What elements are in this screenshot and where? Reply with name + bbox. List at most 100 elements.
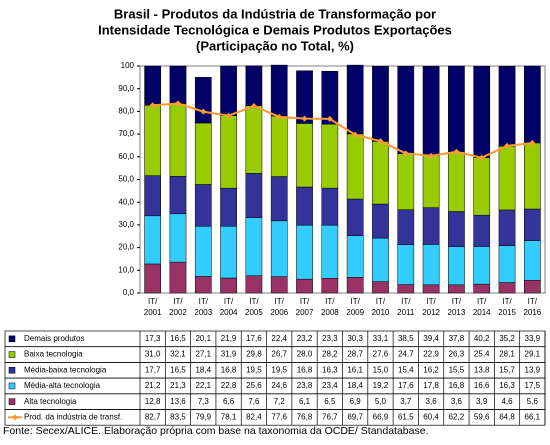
table-cell: 21,3	[170, 381, 186, 390]
bar-segment	[245, 217, 263, 276]
bar-segment	[523, 280, 541, 294]
bar-segment	[194, 184, 212, 227]
bar-segment	[346, 64, 364, 135]
table-cell: 83,5	[170, 412, 186, 421]
table-cell: 15,7	[499, 365, 515, 374]
bar-segment	[422, 65, 440, 156]
bar-segment	[144, 215, 162, 265]
bar-segment	[144, 105, 162, 176]
table-cell: 5,6	[527, 397, 539, 406]
table-cell: 7,3	[198, 397, 210, 406]
table-cell: 3,6	[451, 397, 463, 406]
table-cell: 22,8	[221, 381, 237, 390]
line-marker	[402, 150, 409, 157]
table-cell: 27,1	[195, 350, 211, 359]
bar-segment	[296, 123, 313, 188]
bar-segment	[397, 244, 415, 285]
bar-segment	[220, 226, 237, 279]
x-tick-label: IT/2003	[194, 297, 212, 317]
table-cell: 3,7	[400, 397, 412, 406]
table-cell: 20,1	[195, 334, 211, 343]
table-cell: 40,2	[474, 334, 490, 343]
x-tick-label: IT/2008	[321, 297, 339, 317]
line-marker	[326, 115, 333, 122]
table-cell: 69,7	[347, 412, 363, 421]
table-cell: 3,6	[426, 397, 438, 406]
bar-segment	[498, 65, 516, 147]
line-marker	[377, 138, 384, 145]
table-cell: 17,5	[525, 381, 541, 390]
bar-segment	[397, 65, 415, 154]
table-cell: 29,1	[525, 350, 541, 359]
chart-title: (Participação no Total, %)	[196, 38, 354, 53]
table-cell: 7,6	[248, 397, 260, 406]
table-cell: 16,3	[499, 381, 515, 390]
bar-segment	[523, 142, 541, 210]
footnote: Fonte: Secex/ALICE. Elaboração própria c…	[3, 425, 429, 437]
bar-segment	[245, 275, 263, 294]
bar-segment	[169, 261, 187, 294]
table-cell: 28,1	[499, 350, 515, 359]
y-tick-label: 60,0	[118, 152, 134, 161]
table-cell: 13,6	[170, 397, 186, 406]
line-marker	[225, 112, 232, 119]
bar-segment	[498, 145, 516, 211]
x-tick-label: IT/2014	[473, 297, 491, 317]
line-marker	[504, 142, 511, 149]
table-cell: 18,4	[195, 365, 211, 374]
x-tick-label: IT/2013	[448, 297, 466, 317]
bar-segment	[270, 276, 288, 294]
bar-segment	[245, 65, 263, 106]
table-cell: 39,4	[423, 334, 439, 343]
line-marker	[149, 102, 156, 109]
bar-segment	[448, 151, 465, 212]
bar-segment	[220, 187, 237, 227]
table-cell: 28,7	[347, 350, 363, 359]
bar-segment	[448, 284, 465, 294]
bar-segment	[473, 157, 491, 216]
table-cell: 17,3	[145, 334, 161, 343]
bar-segment	[372, 65, 389, 142]
table-cell: 82,4	[246, 412, 262, 421]
table-cell: 23,3	[322, 334, 338, 343]
bar-segment	[473, 283, 491, 294]
legend-label: Média-baixa tecnologia	[24, 365, 107, 374]
bar-segment	[372, 141, 389, 205]
y-tick-label: 10,0	[118, 265, 134, 274]
bar-segment	[422, 244, 440, 286]
table-cell: 76,7	[322, 412, 338, 421]
line-marker	[200, 108, 207, 115]
table-cell: 29,8	[246, 350, 262, 359]
table-cell: 22,9	[423, 350, 439, 359]
table-cell: 31,9	[221, 350, 237, 359]
table-cell: 26,7	[271, 350, 287, 359]
bar-segment	[523, 240, 541, 281]
bar-segment	[270, 115, 288, 177]
table-cell: 15,0	[373, 365, 389, 374]
table-cell: 16,8	[297, 365, 313, 374]
x-tick-label: IT/2002	[169, 297, 187, 317]
bar-segment	[144, 175, 162, 217]
legend-swatch	[12, 414, 18, 421]
bar-segment	[473, 65, 491, 158]
bar-segment	[321, 123, 339, 189]
table-cell: 13,9	[525, 365, 541, 374]
table-cell: 30,3	[347, 334, 363, 343]
bar-segment	[448, 65, 465, 153]
table-cell: 16,5	[170, 365, 186, 374]
bar-segment	[473, 246, 491, 285]
table-cell: 16,5	[170, 334, 186, 343]
table-cell: 16,8	[449, 381, 465, 390]
bar-segment	[194, 226, 212, 277]
bar-segment	[448, 246, 465, 286]
chart-title: Brasil - Produtos da Indústria de Transf…	[114, 6, 436, 21]
table-cell: 6,6	[223, 397, 235, 406]
legend-swatch	[8, 382, 16, 390]
table-cell: 33,1	[373, 334, 389, 343]
legend-swatch	[8, 335, 16, 343]
bar-segment	[321, 224, 339, 279]
table-cell: 79,9	[195, 412, 211, 421]
bar-segment	[346, 235, 364, 278]
legend-swatch	[8, 367, 16, 374]
